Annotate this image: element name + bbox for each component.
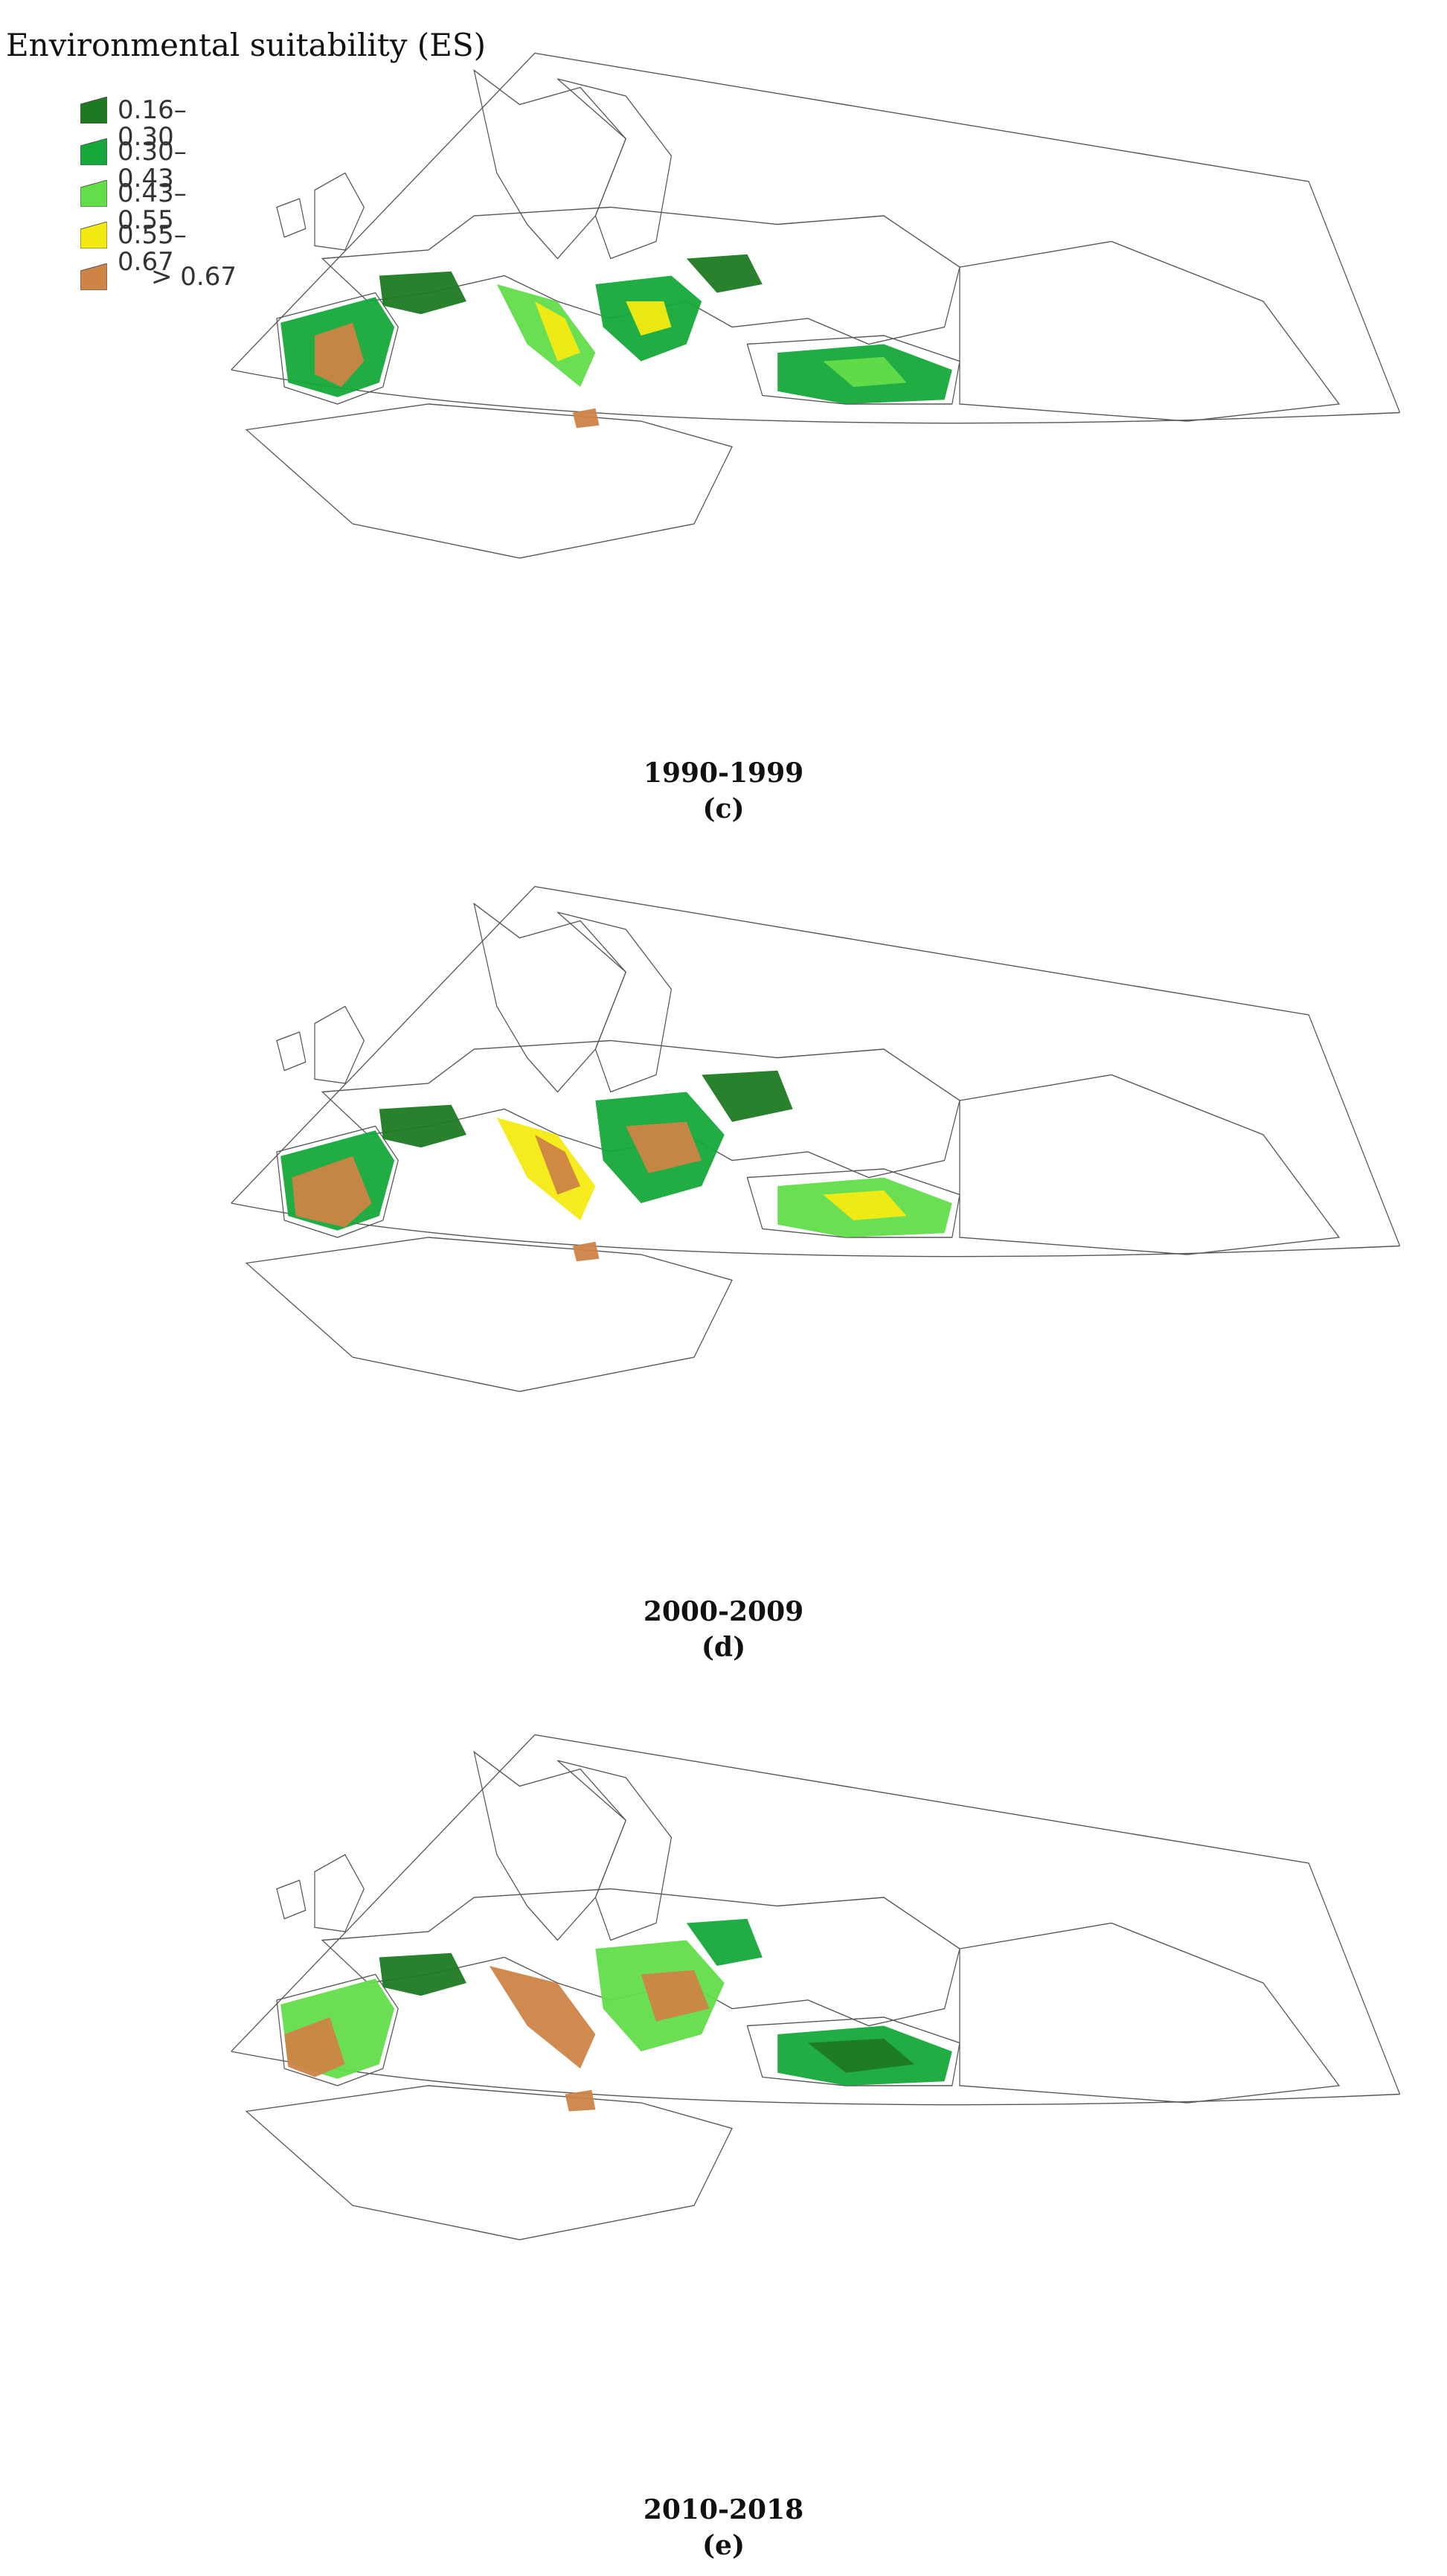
- panel-letter-label: (c): [702, 793, 745, 824]
- suitability-patch: [641, 1970, 710, 2022]
- country-outline: [746, 335, 960, 405]
- suitability-patch: [686, 1918, 763, 1966]
- suitability-patch: [489, 1966, 596, 2069]
- country-outline: [959, 240, 1341, 422]
- suitability-patch: [292, 1156, 372, 1228]
- panel-period-label: 2000-2009: [643, 1596, 804, 1627]
- country-outline: [276, 1125, 399, 1238]
- map-panel-e: [186, 1682, 1414, 2426]
- country-outline: [245, 403, 733, 559]
- legend-label: 0.55–0.67: [118, 220, 187, 277]
- legend-swatch-icon: [80, 138, 107, 165]
- europe-map: [231, 52, 1401, 559]
- suitability-patch: [379, 1104, 466, 1148]
- legend-item: > 0.67: [80, 263, 304, 293]
- suitability-patch: [379, 271, 466, 315]
- europe-map: [231, 1734, 1401, 2240]
- legend-label: > 0.67: [151, 262, 237, 292]
- country-outline: [746, 1168, 960, 1238]
- country-outline: [276, 292, 399, 405]
- basemap-group: [231, 885, 1401, 1392]
- country-outline: [321, 206, 960, 345]
- country-outline: [276, 1031, 307, 1071]
- suitability-patch: [534, 301, 580, 362]
- country-outline: [473, 1750, 626, 1941]
- legend-swatch-icon: [80, 263, 107, 290]
- country-outline: [321, 1039, 960, 1179]
- country-outline: [245, 1237, 733, 1392]
- country-outline: [231, 52, 1401, 413]
- suitability-patch: [534, 1135, 580, 1195]
- panel-period-label: 2010-2018: [643, 2494, 804, 2525]
- basemap-group: [231, 52, 1401, 559]
- suitability-patch: [702, 1070, 793, 1122]
- country-outline: [314, 1005, 365, 1084]
- legend-swatch-icon: [80, 97, 107, 124]
- legend-title: Environmental suitability (ES): [6, 27, 487, 63]
- country-outline: [473, 902, 626, 1093]
- panel-letter-label: (d): [701, 1632, 746, 1663]
- country-outline: [245, 2085, 733, 2240]
- map-panel-d: [186, 833, 1414, 1577]
- legend-item: 0.43–0.55: [80, 180, 304, 234]
- country-outline: [231, 1734, 1401, 2095]
- suitability-patch: [284, 2017, 345, 2077]
- suitability-patch: [626, 301, 672, 336]
- map-panel-c: [186, 0, 1414, 744]
- suitability-patch: [626, 1121, 702, 1173]
- legend-item: 0.16–0.30: [80, 97, 304, 150]
- country-outline: [314, 172, 365, 251]
- suitability-patch: [823, 356, 907, 387]
- legend-label: 0.30–0.43: [118, 137, 187, 193]
- legend-item: 0.30–0.43: [80, 138, 304, 192]
- country-outline: [314, 1853, 365, 1932]
- country-outline: [231, 885, 1401, 1246]
- legend-item: 0.55–0.67: [80, 222, 304, 275]
- suitability-patch: [808, 2038, 914, 2073]
- legend-label: 0.43–0.55: [118, 179, 187, 235]
- suitability-patch: [565, 2089, 596, 2112]
- suitability-patch: [572, 408, 600, 429]
- suitability-patch: [686, 254, 763, 293]
- suitability-patch: [496, 1118, 596, 1220]
- panel-period-label: 1990-1999: [643, 757, 804, 789]
- country-outline: [557, 1760, 673, 1941]
- legend-label: 0.16–0.30: [118, 95, 187, 152]
- country-outline: [959, 1922, 1341, 2104]
- country-outline: [557, 911, 673, 1093]
- suitability-patch: [379, 1952, 466, 1996]
- suitability-patch: [315, 322, 365, 387]
- legend-swatch-icon: [80, 180, 107, 207]
- country-outline: [321, 1888, 960, 2027]
- basemap-group: [231, 1734, 1401, 2240]
- europe-map: [231, 885, 1401, 1392]
- suitability-patch: [572, 1241, 600, 1262]
- suitability-patch: [823, 1190, 907, 1220]
- panel-letter-label: (e): [702, 2530, 745, 2561]
- country-outline: [276, 1973, 399, 2086]
- country-outline: [959, 1074, 1341, 1255]
- legend-swatch-icon: [80, 222, 107, 249]
- country-outline: [276, 198, 307, 238]
- suitability-patch: [496, 284, 596, 387]
- country-outline: [276, 1880, 307, 1920]
- country-outline: [473, 68, 626, 260]
- country-outline: [557, 78, 673, 260]
- country-outline: [746, 2016, 960, 2086]
